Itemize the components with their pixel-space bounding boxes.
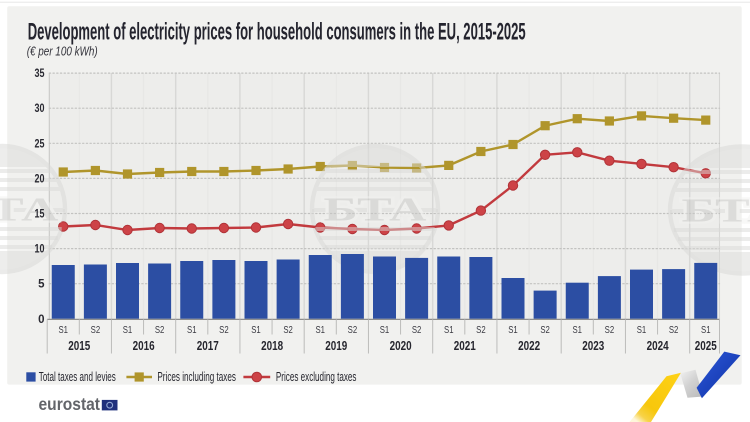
svg-text:20: 20 [35,173,45,185]
svg-text:5: 5 [38,279,45,291]
svg-text:2025: 2025 [695,339,717,353]
svg-text:S1: S1 [572,325,582,336]
svg-text:S1: S1 [58,325,68,336]
svg-text:10: 10 [35,244,45,256]
svg-text:2020: 2020 [390,339,412,353]
svg-text:(€ per 100 kWh): (€ per 100 kWh) [27,44,98,59]
svg-text:Prices excluding taxes: Prices excluding taxes [276,370,357,384]
svg-text:S2: S2 [348,325,358,336]
svg-text:Development of electricity pri: Development of electricity prices for ho… [28,18,526,45]
svg-text:S1: S1 [187,325,197,336]
svg-text:S2: S2 [91,325,101,336]
svg-text:S1: S1 [444,325,454,336]
svg-text:БТА: БТА [0,192,59,229]
svg-text:eurostat: eurostat [39,394,101,414]
svg-text:S1: S1 [701,325,711,336]
svg-text:S1: S1 [251,325,261,336]
svg-text:35: 35 [35,68,45,80]
svg-text:S2: S2 [476,325,486,336]
svg-text:S2: S2 [669,325,679,336]
svg-text:Prices including taxes: Prices including taxes [157,370,236,384]
svg-text:2018: 2018 [261,339,283,353]
svg-text:Total taxes and levies: Total taxes and levies [39,370,116,384]
svg-text:S2: S2 [605,325,615,336]
svg-text:БТА: БТА [682,193,750,230]
svg-text:15: 15 [35,209,45,221]
svg-text:S2: S2 [540,325,550,336]
svg-text:2019: 2019 [325,339,347,353]
svg-text:S1: S1 [315,325,325,336]
svg-text:S2: S2 [412,325,422,336]
svg-text:2017: 2017 [197,339,219,353]
svg-text:S1: S1 [637,325,647,336]
svg-text:25: 25 [35,138,45,150]
svg-text:S1: S1 [380,325,390,336]
svg-text:2015: 2015 [68,339,90,353]
svg-text:2016: 2016 [133,339,155,353]
svg-text:S2: S2 [219,325,229,336]
svg-text:2024: 2024 [647,339,669,353]
svg-text:S2: S2 [155,325,165,336]
svg-text:30: 30 [35,103,45,115]
svg-text:S1: S1 [123,325,133,336]
svg-text:БТА: БТА [324,192,428,229]
svg-text:S2: S2 [283,325,293,336]
svg-text:2021: 2021 [454,339,476,353]
svg-text:2023: 2023 [582,339,604,353]
svg-text:0: 0 [38,314,44,326]
svg-text:2022: 2022 [518,339,540,353]
svg-text:S1: S1 [508,325,518,336]
